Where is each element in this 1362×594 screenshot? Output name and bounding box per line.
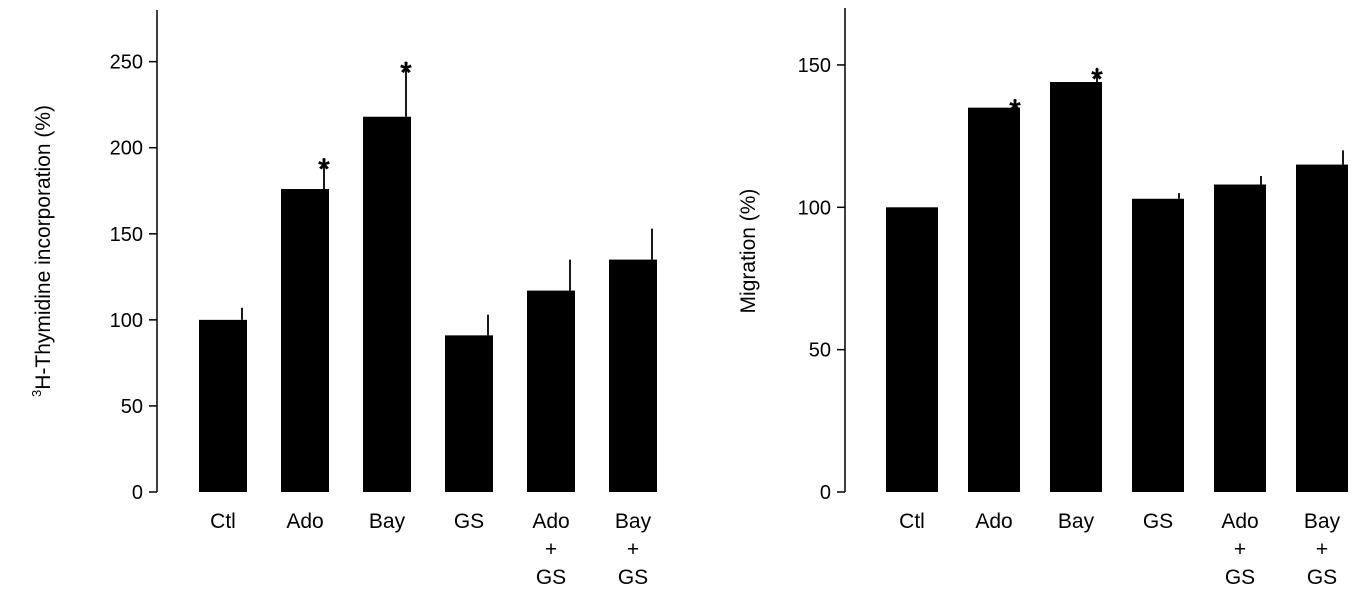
thymidine-bar — [363, 116, 411, 492]
migration-x-tick-label: GS — [1225, 566, 1255, 589]
migration-bar — [886, 207, 938, 492]
thymidine-y-tick-label: 50 — [121, 396, 143, 418]
thymidine-x-tick-label: Bay — [615, 510, 652, 533]
migration-significance-marker: * — [1009, 94, 1021, 127]
thymidine-y-tick-label: 200 — [110, 138, 143, 160]
thymidine-significance-marker: * — [318, 153, 330, 186]
thymidine-significance-marker: * — [400, 57, 412, 90]
migration-y-axis-title: Migration (%) — [737, 189, 760, 314]
migration-bar — [1296, 164, 1348, 492]
migration-x-tick-label: Bay — [1304, 510, 1341, 533]
thymidine-y-axis-title: 3H-Thymidine incorporation (%) — [29, 105, 55, 397]
migration-x-tick-label: + — [1316, 538, 1328, 561]
migration-x-tick-label: + — [1234, 538, 1246, 561]
migration-x-tick-label: Bay — [1058, 510, 1095, 533]
migration-x-tick-label: Ado — [975, 510, 1012, 533]
thymidine-x-tick-label: Ctl — [210, 510, 236, 533]
thymidine-y-axis-title-superscript: 3 — [29, 390, 44, 397]
thymidine-x-tick-label: Ado — [286, 510, 323, 533]
thymidine-x-tick-label: + — [627, 538, 639, 561]
migration-x-tick-label: Ado — [1221, 510, 1258, 533]
thymidine-y-tick-label: 250 — [110, 52, 143, 74]
thymidine-x-tick-label: Bay — [369, 510, 406, 533]
thymidine-x-tick-label: Ado — [532, 510, 569, 533]
thymidine-bar — [527, 290, 575, 492]
migration-y-tick-label: 0 — [820, 482, 831, 504]
migration-bar — [968, 107, 1020, 492]
thymidine-bar — [609, 259, 657, 492]
migration-bar — [1050, 82, 1102, 492]
thymidine-y-tick-label: 150 — [110, 224, 143, 246]
thymidine-x-tick-label: GS — [536, 566, 566, 589]
thymidine-x-tick-label: + — [545, 538, 557, 561]
migration-y-tick-label: 150 — [798, 55, 831, 77]
thymidine-chart-panel: 0 50 100 150 200 250 3H-Thymidine incorporatio… — [29, 10, 657, 589]
migration-y-tick-label: 100 — [798, 197, 831, 219]
migration-y-tick-label: 50 — [809, 340, 831, 362]
migration-significance-marker: * — [1091, 63, 1103, 96]
thymidine-x-tick-label: GS — [454, 510, 484, 533]
thymidine-y-tick-label: 0 — [132, 482, 143, 504]
thymidine-x-tick-label: GS — [618, 566, 648, 589]
migration-x-tick-label: GS — [1143, 510, 1173, 533]
migration-x-tick-label: Ctl — [899, 510, 925, 533]
migration-x-tick-label: GS — [1307, 566, 1337, 589]
migration-bar — [1132, 198, 1184, 493]
thymidine-bar — [199, 319, 247, 492]
migration-chart-panel: 0 50 100 150 Migration (%) Ctl * Ado * Bay GS Ado + G… — [737, 8, 1348, 589]
migration-bar — [1214, 184, 1266, 493]
thymidine-y-tick-label: 100 — [110, 310, 143, 332]
thymidine-bar — [445, 335, 493, 492]
thymidine-bar — [281, 189, 329, 492]
thymidine-y-axis-title-text: H-Thymidine incorporation (%) — [32, 105, 55, 390]
